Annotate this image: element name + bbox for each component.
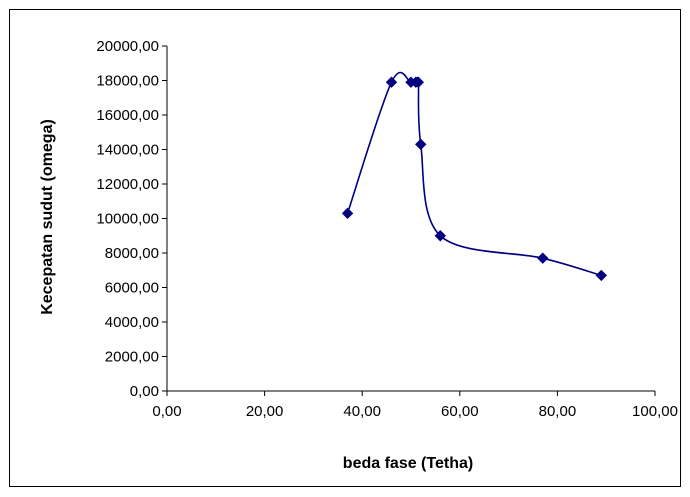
x-axis-title: beda fase (Tetha)	[343, 455, 473, 472]
series-line	[346, 71, 602, 277]
y-tick-label: 18000,00	[96, 73, 159, 90]
data-point-marker	[595, 269, 608, 282]
y-tick-label: 6000,00	[105, 280, 159, 297]
y-tick-label: 4000,00	[105, 314, 159, 331]
y-tick-label: 14000,00	[96, 142, 159, 159]
data-point-marker	[415, 138, 427, 151]
x-tick-label: 40,00	[343, 403, 381, 420]
y-tick-label: 2000,00	[105, 349, 159, 366]
x-tick-label: 80,00	[539, 403, 577, 420]
y-tick-label: 12000,00	[96, 176, 159, 193]
x-tick-label: 60,00	[441, 403, 479, 420]
x-tick-label: 20,00	[246, 403, 284, 420]
data-point-marker	[385, 76, 398, 88]
data-point-marker	[412, 76, 425, 88]
y-tick-label: 8000,00	[105, 245, 159, 262]
data-point-marker	[434, 230, 446, 242]
y-tick-label: 10000,00	[96, 211, 159, 228]
chart-frame	[9, 9, 681, 487]
x-axis-ticks: 0,00 20,00 40,00 60,00 80,00 100,00	[152, 391, 678, 420]
data-point-marker	[341, 207, 354, 220]
y-axis-ticks: 0,00 2000,00 4000,00 6000,00 8000,00 10000,00…	[96, 38, 167, 400]
x-tick-label: 100,00	[632, 403, 678, 420]
axes	[166, 46, 655, 392]
y-axis-title: Kecepatan sudut (omega)	[39, 119, 56, 315]
data-point-marker	[537, 252, 549, 264]
y-tick-label: 20000,00	[96, 38, 159, 55]
y-tick-label: 0,00	[130, 383, 159, 400]
series-markers	[341, 76, 608, 282]
x-tick-label: 0,00	[152, 403, 181, 420]
y-tick-label: 16000,00	[96, 107, 159, 124]
